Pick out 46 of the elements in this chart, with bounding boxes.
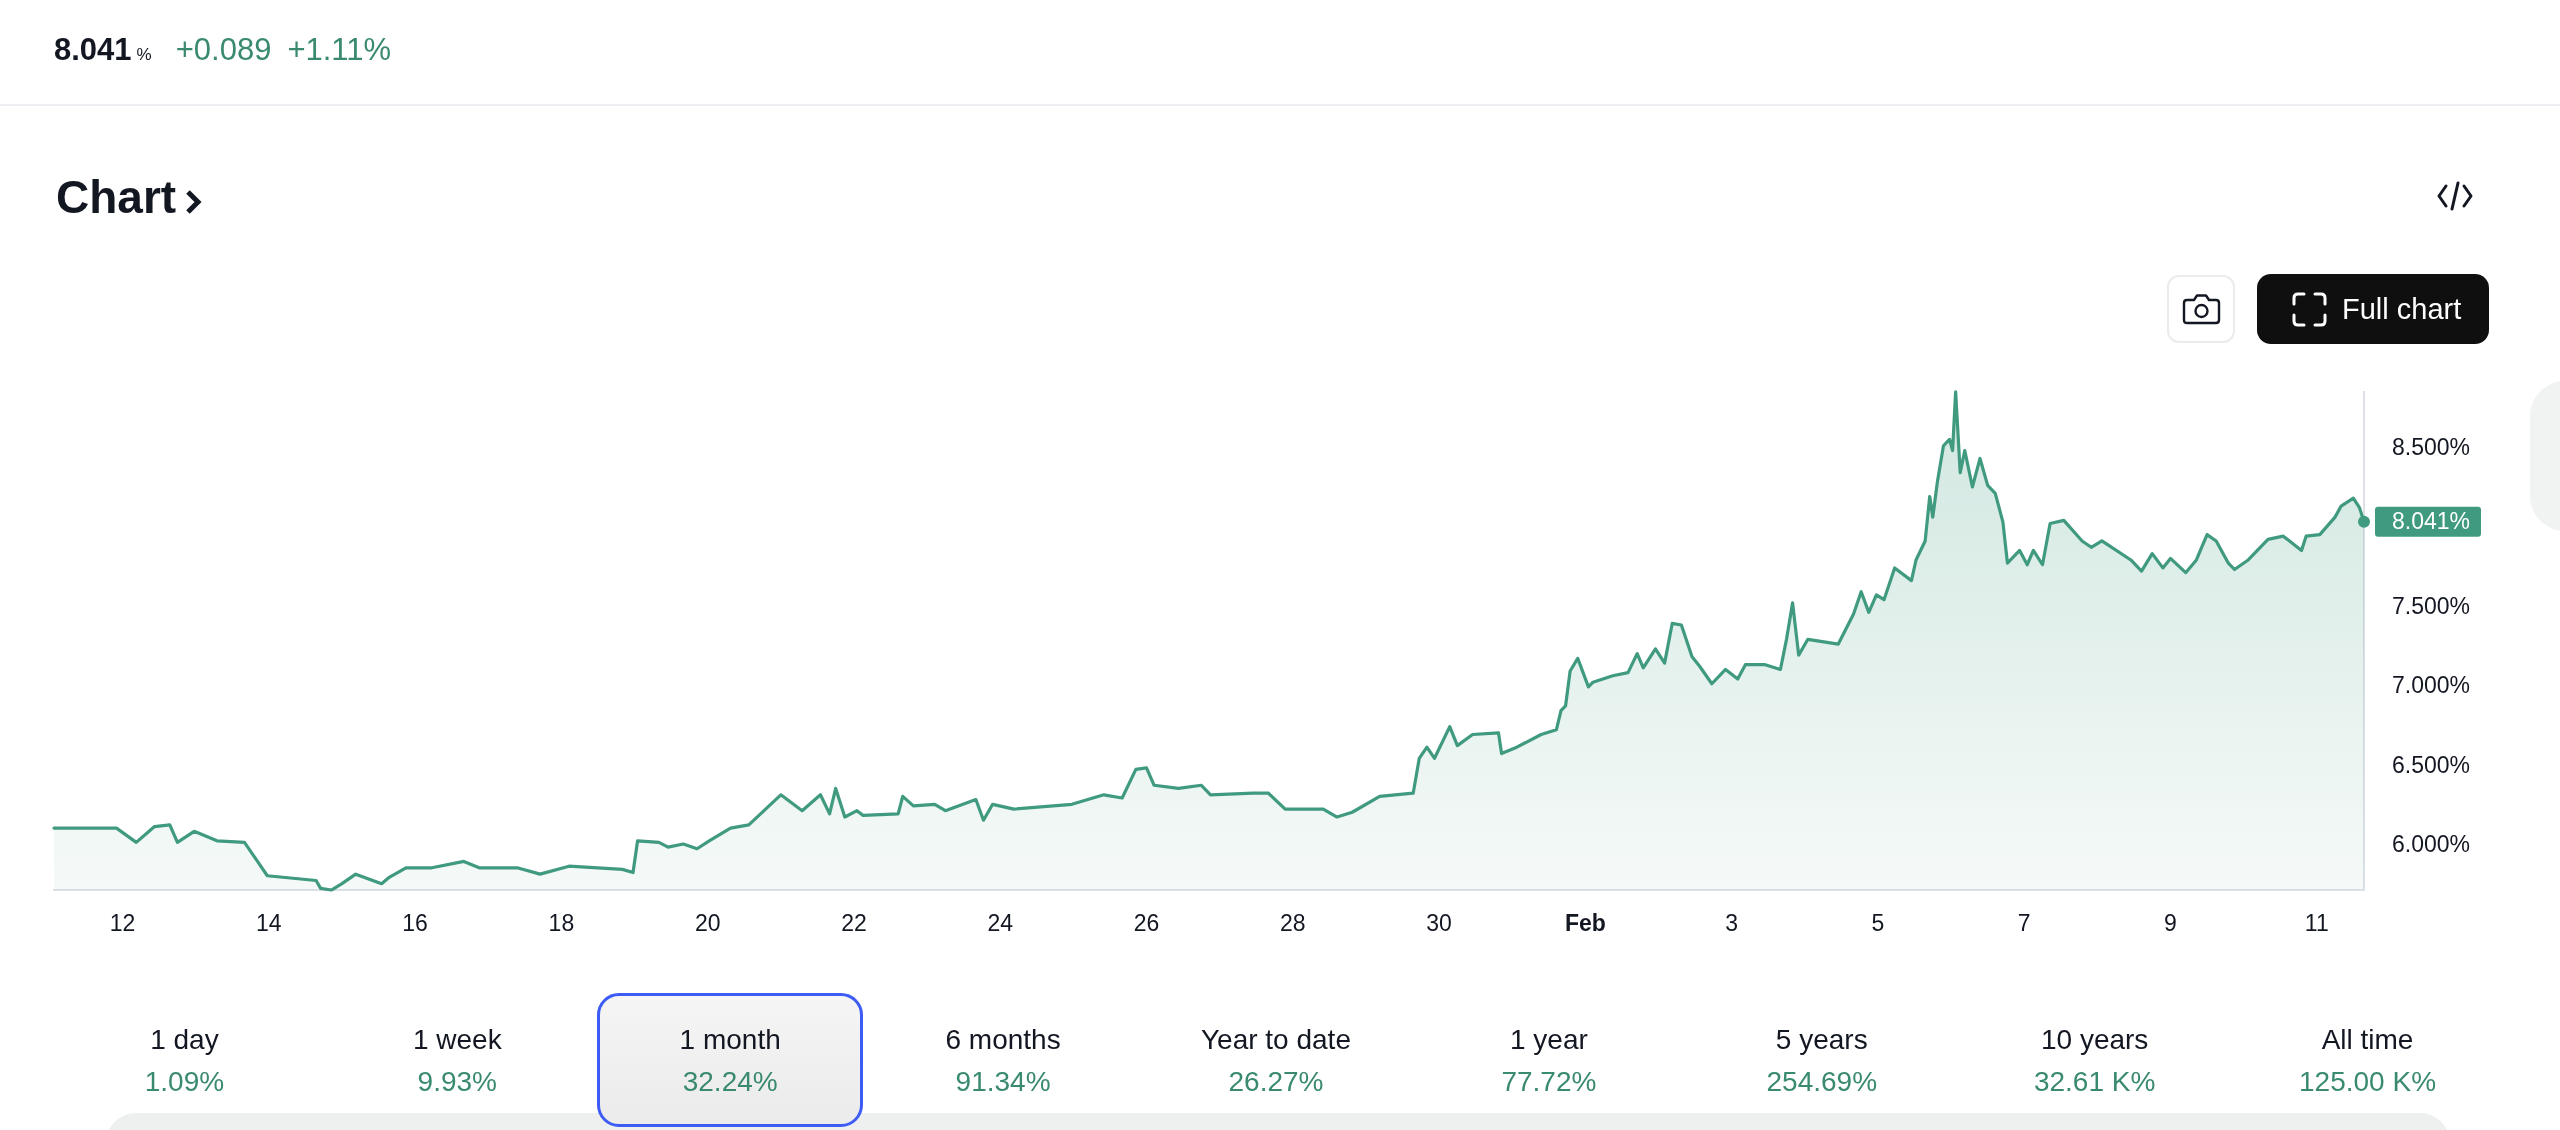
text: 1.09% bbox=[143, 1065, 226, 1099]
text: 26.27% bbox=[1227, 1065, 1325, 1099]
x-tick-label: 14 bbox=[256, 910, 282, 937]
text: 8.041 bbox=[54, 31, 132, 69]
x-tick-label: 9 bbox=[2164, 910, 2177, 937]
y-tick-label: 6.000% bbox=[2392, 830, 2471, 857]
text: 1 day bbox=[149, 1023, 220, 1057]
text: 1 month bbox=[678, 1023, 782, 1057]
x-tick-label: 16 bbox=[402, 910, 428, 937]
text: All time bbox=[2320, 1023, 2415, 1057]
x-tick-label: 30 bbox=[1426, 910, 1452, 937]
x-tick-label: 20 bbox=[694, 910, 721, 937]
text: 6 months bbox=[944, 1023, 1062, 1057]
y-tick-label: 7.500% bbox=[2392, 592, 2471, 619]
text: Year to date bbox=[1200, 1023, 1352, 1057]
text: 1 year bbox=[1508, 1023, 1589, 1057]
x-tick-label: 3 bbox=[1725, 910, 1739, 937]
x-tick-label: 11 bbox=[2304, 910, 2329, 937]
y-tick-label: 8.500% bbox=[2392, 434, 2471, 461]
x-tick-label: 7 bbox=[2017, 910, 2031, 937]
text: 10 years bbox=[2039, 1023, 2150, 1057]
text: 9.93% bbox=[416, 1065, 498, 1099]
x-tick-label: Feb bbox=[1564, 910, 1606, 937]
text: 77.72% bbox=[1500, 1065, 1598, 1099]
text: % bbox=[136, 44, 152, 66]
x-tick-label: 28 bbox=[1280, 910, 1306, 937]
text: +0.089 bbox=[175, 31, 272, 69]
x-tick-label: 24 bbox=[987, 910, 1014, 937]
x-tick-label: 26 bbox=[1133, 910, 1160, 937]
text: 32.61 K% bbox=[2032, 1065, 2157, 1099]
y-tick-label: 6.500% bbox=[2392, 751, 2471, 778]
text: 1 week bbox=[411, 1023, 503, 1057]
y-tick-label: 7.000% bbox=[2392, 672, 2471, 699]
text: 91.34% bbox=[954, 1065, 1052, 1099]
text: +1.11% bbox=[287, 31, 392, 69]
x-tick-label: 22 bbox=[841, 910, 867, 937]
text: 32.24% bbox=[681, 1065, 779, 1099]
x-tick-label: 5 bbox=[1871, 910, 1885, 937]
x-tick-label: 12 bbox=[109, 910, 136, 937]
fullscreen-button: Full chart bbox=[2257, 274, 2489, 344]
x-tick-label: 18 bbox=[548, 910, 575, 937]
chart-title: Chart bbox=[56, 171, 177, 223]
annotation: 8.041% bbox=[2392, 508, 2471, 535]
text: 254.69% bbox=[1765, 1065, 1879, 1099]
text: 125.00 K% bbox=[2298, 1065, 2438, 1099]
text: 5 years bbox=[1774, 1023, 1869, 1057]
